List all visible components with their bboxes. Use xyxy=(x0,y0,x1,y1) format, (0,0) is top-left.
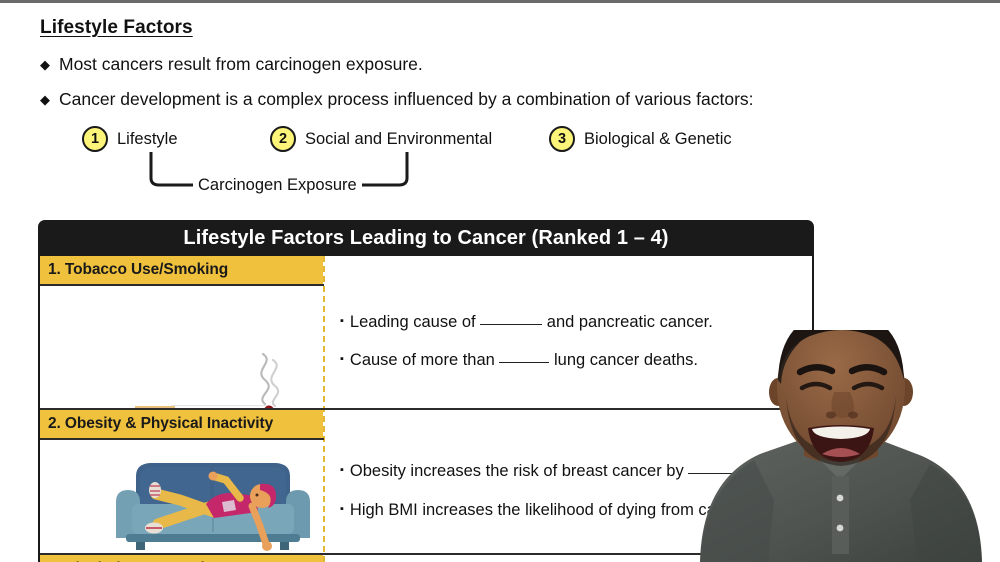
row-rule xyxy=(40,284,324,286)
circle-number-badge: 1 xyxy=(82,126,108,152)
table-header-title: Lifestyle Factors Leading to Cancer (Ran… xyxy=(38,220,814,256)
fill-in-blank xyxy=(499,362,550,363)
cell-text-pre: Leading cause of xyxy=(349,313,481,331)
top-edge-strip xyxy=(0,0,1000,3)
presenter-video-overlay xyxy=(700,330,982,562)
fill-in-blank xyxy=(688,473,755,474)
table-cell-bullet: ▪ Cause of more than lung cancer deaths. xyxy=(340,351,698,370)
page-title: Lifestyle Factors xyxy=(40,17,193,38)
table-row: 3. Alcohol Consumption xyxy=(40,555,323,562)
bullet-item: ◆ Most cancers result from carcinogen ex… xyxy=(40,54,423,75)
fill-in-blank xyxy=(480,324,543,325)
factor-label: Lifestyle xyxy=(117,129,178,148)
row-rule xyxy=(40,553,324,555)
table-cell-bullet: ▪ Obesity increases the risk of breast ca… xyxy=(340,462,755,481)
bullet-item: ◆ Cancer development is a complex proces… xyxy=(40,89,754,110)
small-bullet-icon: ▪ xyxy=(340,315,344,327)
factor-item-social-environmental: 2 Social and Environmental xyxy=(270,126,492,152)
lifestyle-factors-table: Lifestyle Factors Leading to Cancer (Ran… xyxy=(38,220,814,562)
table-row: 1. Tobacco Use/Smoking xyxy=(40,256,323,284)
factor-label: Social and Environmental xyxy=(305,129,493,148)
small-bullet-icon: ▪ xyxy=(340,353,344,365)
row-rule xyxy=(40,438,324,440)
table-cell-bullet: ▪ High BMI increases the likelihood of dy… xyxy=(340,501,716,520)
diamond-bullet-icon: ◆ xyxy=(40,57,50,72)
bullet-text: Most cancers result from carcinogen expo… xyxy=(59,54,423,74)
table-row: 2. Obesity & Physical Inactivity xyxy=(40,410,323,438)
small-bullet-icon: ▪ xyxy=(340,503,344,515)
table-body: 1. Tobacco Use/Smoking ▪ Leading cause of… xyxy=(38,256,814,562)
cell-text-post: lung cancer deaths. xyxy=(549,351,699,369)
cell-text-pre: High BMI increases the likelihood of dyi… xyxy=(349,501,716,519)
cell-text-post: and pancreatic cancer. xyxy=(542,313,713,331)
table-cell-bullet: ▪ Leading cause of and pancreatic cancer. xyxy=(340,313,713,332)
factor-item-lifestyle: 1 Lifestyle xyxy=(82,126,178,152)
cell-text-pre: Cause of more than xyxy=(349,351,500,369)
bullet-text: Cancer development is a complex process … xyxy=(59,89,754,109)
row-rule xyxy=(323,408,813,410)
row-rule xyxy=(323,553,813,555)
carcinogen-exposure-label: Carcinogen Exposure xyxy=(193,176,362,195)
circle-number-badge: 2 xyxy=(270,126,296,152)
row-rule xyxy=(40,408,324,410)
diamond-bullet-icon: ◆ xyxy=(40,92,50,107)
cell-text-pre: Obesity increases the risk of breast can… xyxy=(349,462,689,480)
circle-number-badge: 3 xyxy=(549,126,575,152)
factor-label: Biological & Genetic xyxy=(584,129,732,148)
person-lying-on-couch-illustration xyxy=(116,463,310,551)
small-bullet-icon: ▪ xyxy=(340,464,344,476)
factor-item-biological-genetic: 3 Biological & Genetic xyxy=(549,126,732,152)
